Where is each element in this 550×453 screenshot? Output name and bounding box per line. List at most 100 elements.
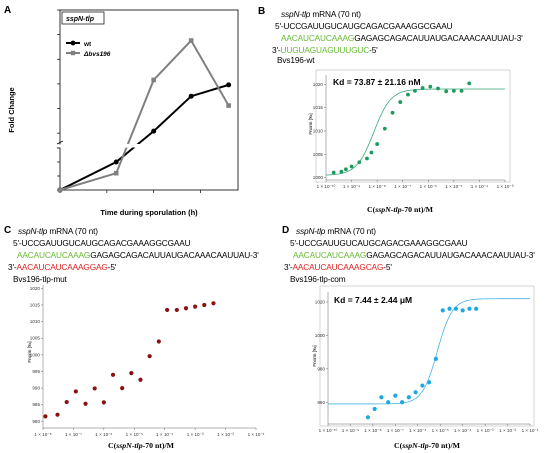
panel-b-seq3-suffix: -5' xyxy=(369,45,378,55)
panel-d-xlabel-gene: sspN-tlp xyxy=(401,441,429,450)
panel-c-seq-gene: sspN-tlp xyxy=(18,226,48,236)
panel-d-xlabel-post: -70 nt)/M xyxy=(429,441,461,450)
panel-c-sequence: sspN-tlp mRNA (70 nt) 5'-UCCGAUUGUCAUGCA… xyxy=(8,226,259,284)
panel-b-xlabel-post: -70 nt)/M xyxy=(402,205,434,214)
panel-b-x-axis-label: C(sspN-tlp-70 nt)/M xyxy=(367,205,434,214)
panel-c-seq-name: Bvs196-tlp-mut xyxy=(13,274,68,284)
data-point xyxy=(211,301,216,306)
data-point xyxy=(331,170,336,175)
data-point xyxy=(467,81,472,86)
x-tick-label: 1 × 10⁻¹⁰ xyxy=(317,184,336,189)
data-point xyxy=(413,390,418,395)
x-tick-label: 1 × 10⁻² xyxy=(217,432,234,437)
panel-label-c: C xyxy=(4,225,11,236)
data-point xyxy=(55,412,60,417)
y-tick-label: 985 xyxy=(32,402,40,407)
x-tick-label: 1 × 10⁻⁴ xyxy=(156,432,173,437)
data-point xyxy=(369,150,374,155)
panel-c-seq-line2: AACAUCAUCAAAGGAGAGCAGACAUUAUGACAAACAAUUA… xyxy=(17,250,259,260)
x-tick-label: 1 × 10⁻¹⁰ xyxy=(319,428,338,433)
y-tick-label: 1000 xyxy=(30,352,41,357)
x-tick-label: 1 × 10⁻³ xyxy=(477,428,494,433)
x-tick-label: 1 × 10⁻¹ xyxy=(522,428,539,433)
x-tick-label: 1 × 10⁻⁵ xyxy=(432,428,449,433)
data-point xyxy=(138,377,143,382)
panel-c-seq2-green: AACAUCAUCAAAG xyxy=(17,250,90,260)
data-point xyxy=(120,385,125,391)
y-tick-label: 1010 xyxy=(313,129,324,134)
data-point xyxy=(110,372,116,377)
panel-b-seq-line3: 3'-UUGUAGUAGUUUGUC-5' xyxy=(272,45,378,55)
x-tick-label: 1 × 10⁻⁷ xyxy=(387,428,404,433)
y-tick-label: 960 xyxy=(317,400,325,405)
y-tick-label: 1020 xyxy=(313,82,324,87)
panel-label-d: D xyxy=(282,225,289,236)
panel-d-sequence: sspN-tlp mRNA (70 nt) 5'-UCCGAUUGUCAUGCA… xyxy=(284,226,535,284)
panel-c-seq-title: sspN-tlp mRNA (70 nt) xyxy=(18,226,98,236)
panel-d-xlabel-pre: C( xyxy=(394,441,403,450)
panel-d-seq-title: sspN-tlp mRNA (70 nt) xyxy=(296,226,376,236)
panel-d-seq3-suffix: -5' xyxy=(383,262,392,272)
x-tick-label: 1 × 10⁻⁴ xyxy=(471,184,488,189)
panel-d-seq2-rest: GAGAGCAGACAUUAUGACAAACAAUUAU-3' xyxy=(366,250,535,260)
x-tick-label: 1 × 10⁻⁵ xyxy=(126,432,143,437)
panel-b-seq-gene: sspN-tlp xyxy=(281,9,311,19)
data-point xyxy=(165,307,170,313)
panel-a-x-ticks xyxy=(59,190,201,193)
data-point xyxy=(382,126,387,131)
data-point-wt xyxy=(188,93,194,99)
data-point xyxy=(73,389,78,394)
y-tick-label: 980 xyxy=(32,419,40,424)
data-point xyxy=(365,415,371,420)
data-point xyxy=(147,354,152,359)
data-point xyxy=(349,164,354,169)
panel-b-seq3-prefix: 3'- xyxy=(272,45,281,55)
panel-b-sequence: sspN-tlp mRNA (70 nt) 5'-UCCGAUUGUCAUGCA… xyxy=(272,9,523,65)
data-point xyxy=(343,167,348,172)
panel-a-plot-frame xyxy=(59,9,239,191)
panel-b-seq2-rest: GAGAGCAGACAUUAUGACAAACAAUUAU-3' xyxy=(354,33,523,43)
panel-b-seq-length: mRNA (70 nt) xyxy=(310,9,361,19)
y-tick-label: 1015 xyxy=(313,105,324,110)
panel-d-seq3-prefix: 3'- xyxy=(284,262,293,272)
panel-a-legend: wt Δbvs196 xyxy=(66,40,111,58)
data-point xyxy=(436,86,440,91)
x-tick-label: 1 × 10⁻⁸ xyxy=(364,428,381,433)
data-point xyxy=(379,395,384,400)
panel-a-y-axis-label: Fold Change xyxy=(7,87,16,132)
panel-b-xlabel-pre: C( xyxy=(367,205,376,214)
data-point xyxy=(92,386,97,391)
panel-b-plot-frame xyxy=(315,69,511,183)
data-point xyxy=(193,304,198,309)
legend-label-mutant: Δbvs196 xyxy=(83,51,111,58)
axis-break-mark xyxy=(56,140,64,145)
panel-c-seq3-prefix: 3'- xyxy=(8,262,17,272)
y-tick-label: 1020 xyxy=(315,300,326,305)
x-tick-label: 1 × 10⁻¹ xyxy=(248,432,265,437)
panel-d-seq-gene: sspN-tlp xyxy=(296,226,326,236)
panel-b-seq-line2: AACAUCAUCAAAGGAGAGCAGACAUUAUGACAAACAAUUA… xyxy=(281,33,523,43)
data-point xyxy=(339,169,344,174)
data-point xyxy=(101,400,106,405)
y-tick-label: 1015 xyxy=(30,302,41,307)
x-tick-label: 1 × 10⁻⁹ xyxy=(342,428,359,433)
panel-d-seq-line2: AACAUCAUCAAAGGAGAGCAGACAUUAUGACAAACAAUUA… xyxy=(293,250,535,260)
data-point xyxy=(440,308,445,313)
data-point xyxy=(451,88,456,93)
data-point xyxy=(43,414,48,419)
data-point xyxy=(393,393,398,398)
data-point-mutant xyxy=(151,77,156,83)
x-tick-label: 1 × 10⁻³ xyxy=(187,432,204,437)
data-point xyxy=(420,383,425,388)
panel-a-series xyxy=(57,38,238,193)
panel-a-gene-box xyxy=(61,11,105,25)
data-point-mutant xyxy=(226,103,231,108)
panel-c-seq-line1: 5'-UCCGAUUGUCAUGCAGACGAAAGGCGAAU xyxy=(13,238,191,248)
data-point xyxy=(420,86,425,90)
data-point xyxy=(375,142,380,146)
data-point xyxy=(386,400,391,405)
data-point xyxy=(365,156,369,161)
panel-b-seq2-green: AACAUCAUCAAAG xyxy=(281,33,354,43)
legend-marker-mutant xyxy=(70,50,76,56)
